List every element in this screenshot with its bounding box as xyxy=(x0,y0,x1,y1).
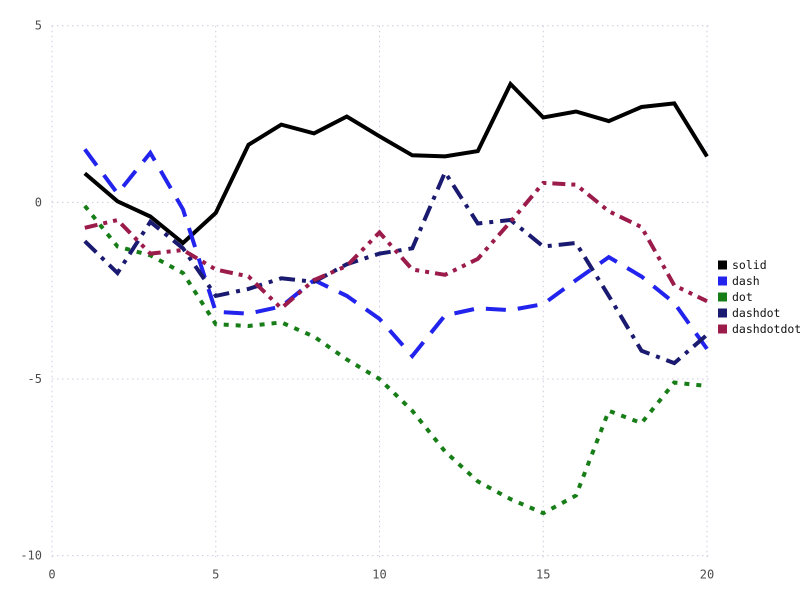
legend-item: dashdotdot xyxy=(718,322,800,336)
y-tick-label: 0 xyxy=(35,195,42,209)
x-tick-label: 20 xyxy=(700,568,714,582)
x-tick-label: 15 xyxy=(536,568,550,582)
series-line-dashdotdot xyxy=(84,180,708,312)
x-axis-tick-labels: 0 5 10 15 20 xyxy=(48,568,714,582)
legend-label: dashdot xyxy=(732,306,780,320)
legend-item: dash xyxy=(718,274,760,288)
x-tick-label: 5 xyxy=(212,568,219,582)
x-tick-label: 10 xyxy=(372,568,386,582)
series-line-solid xyxy=(83,80,709,246)
y-tick-label: -10 xyxy=(20,549,42,563)
x-tick-label: 0 xyxy=(48,568,55,582)
y-tick-label: -5 xyxy=(28,372,42,386)
y-axis-tick-labels: 5 0 -5 -10 xyxy=(20,19,42,563)
legend-swatch-dashdot xyxy=(718,308,727,318)
legend-label: dashdotdot xyxy=(732,322,800,336)
series-line-dot xyxy=(83,204,708,516)
grid xyxy=(51,25,709,561)
legend-label: dash xyxy=(732,274,760,288)
y-tick-label: 5 xyxy=(35,19,42,33)
legend-item: solid xyxy=(718,258,767,272)
legend-item: dashdot xyxy=(718,306,780,320)
legend-item: dot xyxy=(718,290,753,304)
series-line-dashdot xyxy=(83,168,709,366)
series xyxy=(83,80,709,516)
legend-swatch-dash xyxy=(718,276,727,286)
legend-label: solid xyxy=(732,258,767,272)
series-line-dash xyxy=(83,148,709,360)
legend-swatch-dashdotdot xyxy=(718,324,727,334)
legend-swatch-solid xyxy=(718,260,727,270)
legend-label: dot xyxy=(732,290,753,304)
legend-swatch-dot xyxy=(718,292,727,302)
